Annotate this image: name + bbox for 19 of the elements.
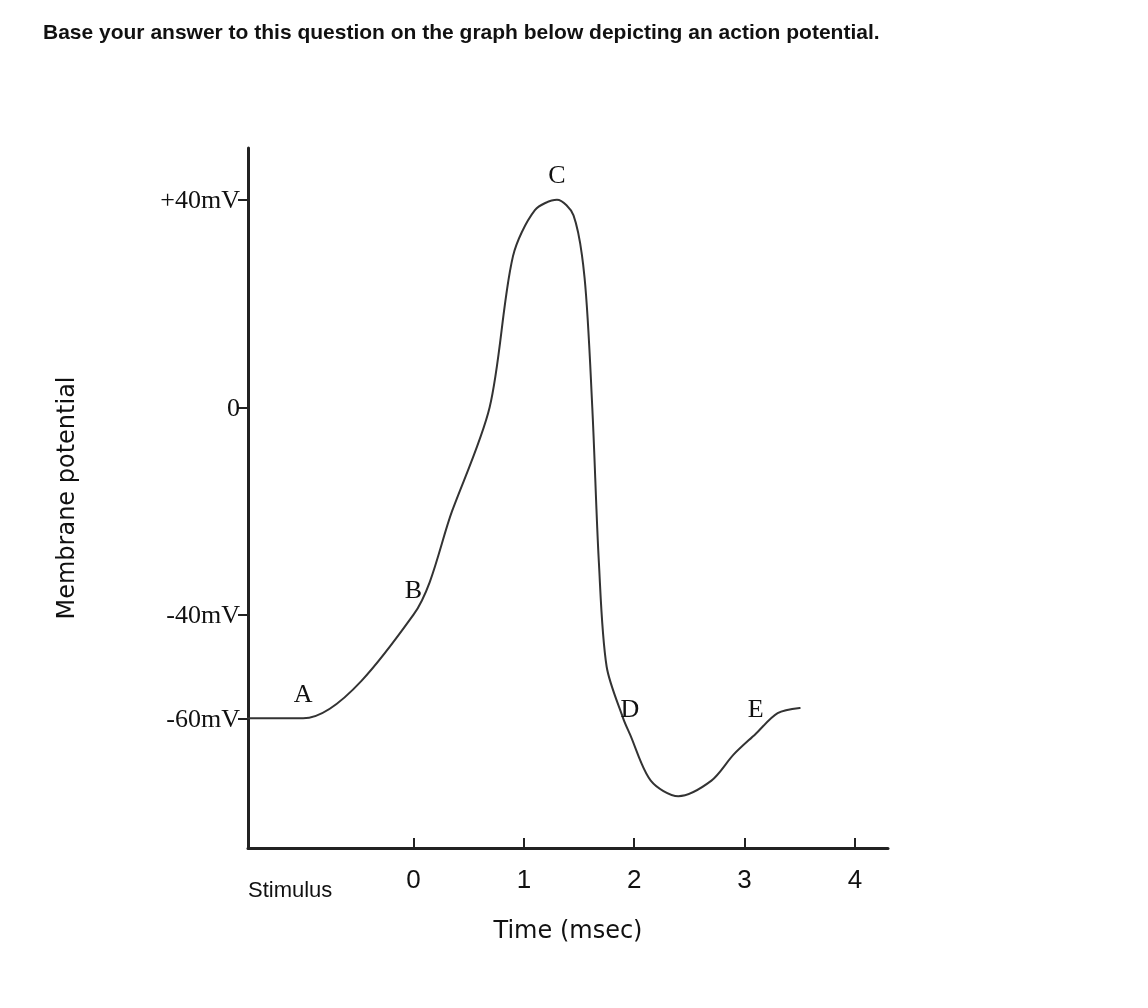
x-tick-label: 2	[626, 864, 642, 894]
annotation: E	[747, 694, 764, 724]
annotation: C	[548, 160, 566, 190]
x-tick-label: 3	[737, 864, 752, 894]
annotation: B	[404, 575, 423, 605]
y-tick-label: +40mV	[160, 185, 241, 215]
x-axis-title: Time (msec)	[492, 916, 643, 944]
chart-title: Base your answer to this question on the graph below depicting an action potential.	[43, 20, 880, 43]
x-tick-label: 4	[847, 864, 863, 894]
x-tick-label: 1	[516, 864, 532, 894]
y-tick-label: 0	[227, 392, 240, 422]
y-axis-title: Membrane potential	[52, 376, 80, 620]
line-series	[247, 198, 801, 798]
annotation: D	[620, 694, 640, 724]
y-tick-label: -40mV	[166, 600, 241, 630]
x-tick-label: 0	[406, 864, 421, 894]
y-tick-label: -60mV	[166, 703, 241, 733]
text: Stimulus	[248, 876, 333, 902]
annotation: A	[293, 678, 313, 708]
